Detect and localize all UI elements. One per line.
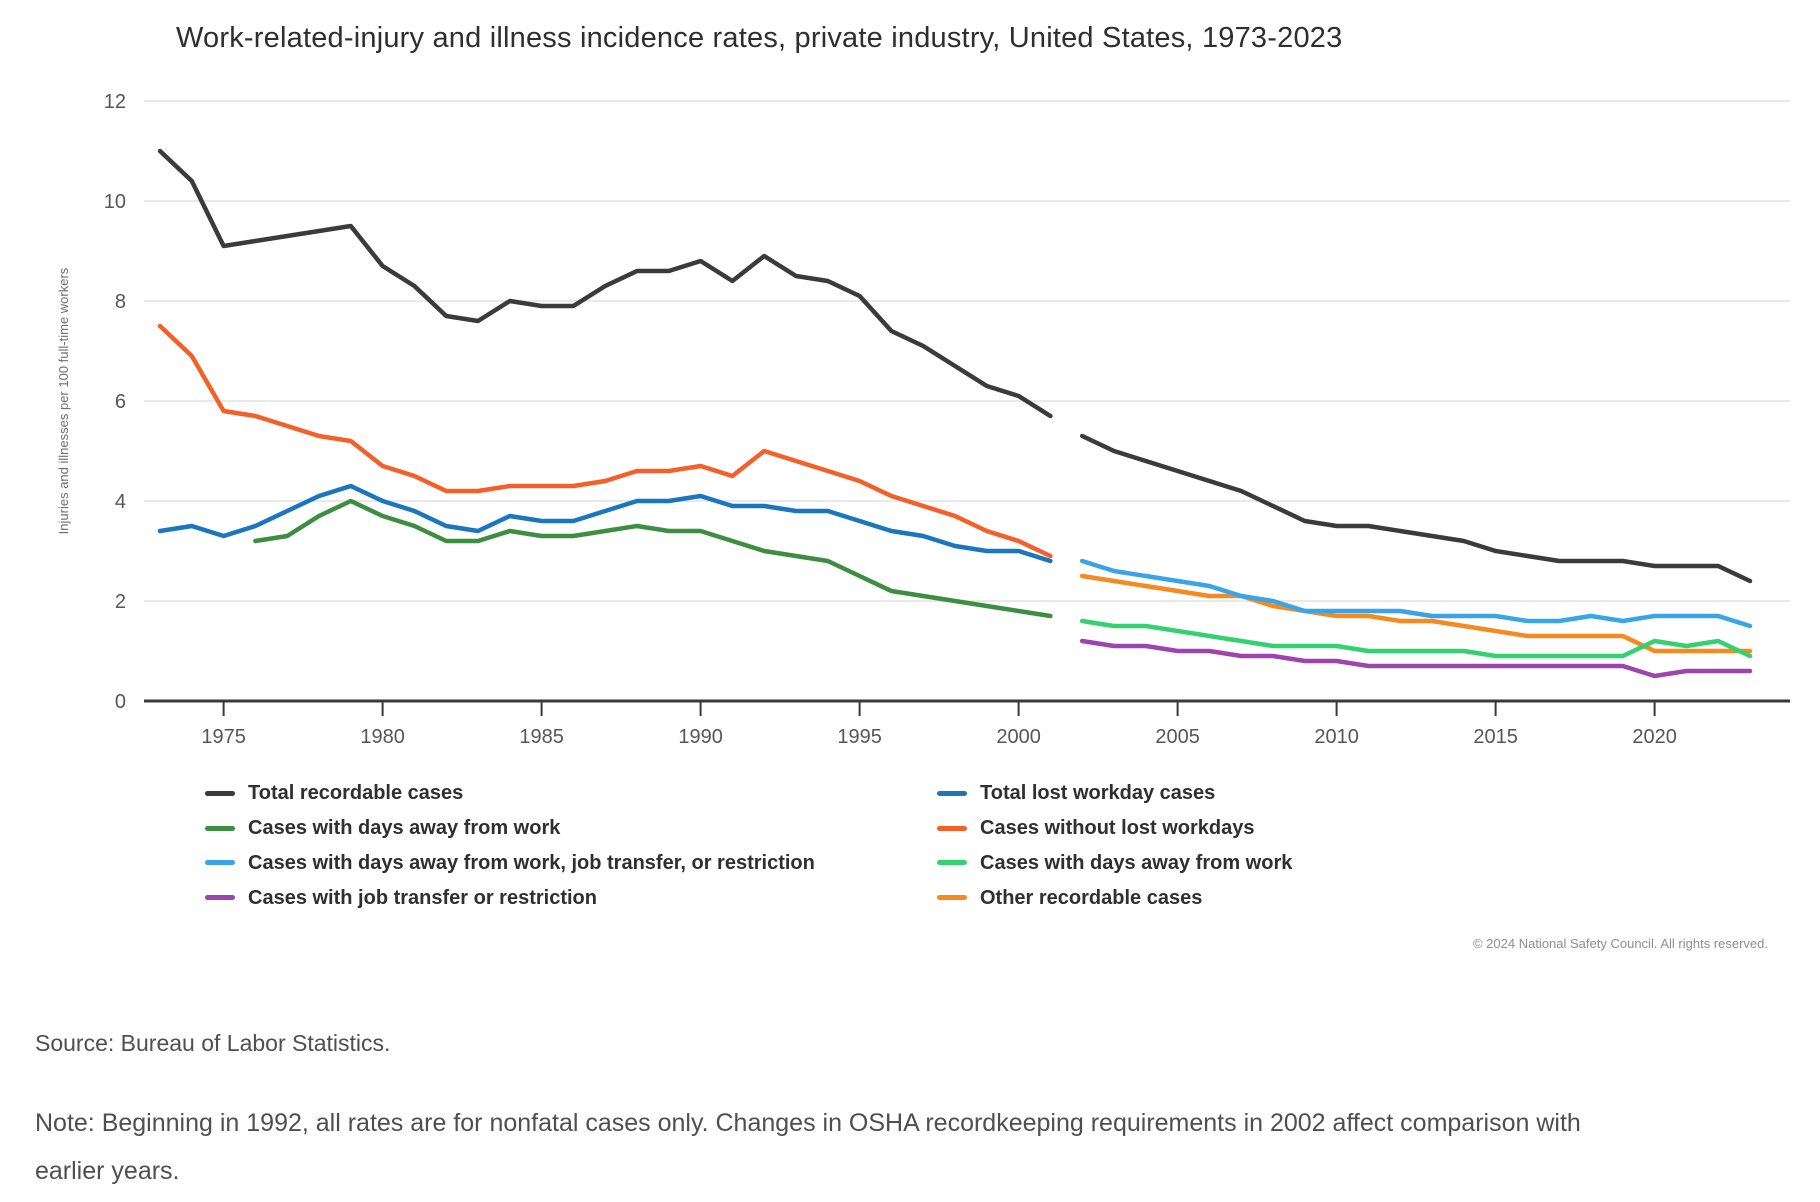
x-tick-label: 2010 xyxy=(1314,726,1359,748)
series-line-7[interactable] xyxy=(1079,558,1753,629)
y-tick-label: 8 xyxy=(115,291,126,313)
x-tick-label: 1975 xyxy=(201,726,246,748)
legend-swatch xyxy=(205,790,235,796)
legend-item[interactable]: Cases with days away from work xyxy=(205,811,937,846)
y-tick-label: 0 xyxy=(115,691,126,713)
series-line-3[interactable] xyxy=(157,323,1053,559)
y-tick-label: 12 xyxy=(104,91,126,113)
x-tick-label: 1990 xyxy=(678,726,723,748)
series-line-5[interactable] xyxy=(1079,638,1753,679)
note-text: Note: Beginning in 1992, all rates are f… xyxy=(35,1109,1581,1185)
series-line-6[interactable] xyxy=(1079,618,1753,659)
x-tick-label: 2005 xyxy=(1155,726,1200,748)
line-chart: 0 2 4 6 8 10 12 1975 1980 1985 1990 1995 2000 2005 201… xyxy=(56,91,1790,748)
legend-item[interactable]: Cases without lost workdays xyxy=(937,811,1292,846)
y-tick-label: 6 xyxy=(115,391,126,413)
legend-item[interactable]: Cases with days away from work, job tran… xyxy=(205,846,937,881)
legend-label: Cases without lost workdays xyxy=(980,817,1255,840)
x-tick-label: 2000 xyxy=(996,726,1041,748)
legend-label: Cases with days away from work, job tran… xyxy=(248,851,815,874)
x-tick-label: 1980 xyxy=(360,726,405,748)
y-tick-label: 4 xyxy=(115,491,126,513)
legend-label: Total lost workday cases xyxy=(980,782,1216,805)
series-line-1[interactable] xyxy=(157,483,1053,564)
legend-item[interactable]: Cases with job transfer or restriction xyxy=(205,880,937,915)
legend-label: Cases with days away from work xyxy=(980,851,1293,874)
x-tick-label: 2020 xyxy=(1632,726,1677,748)
series-line-0[interactable] xyxy=(157,148,1053,419)
legend-swatch xyxy=(205,895,235,901)
legend-swatch xyxy=(937,895,967,901)
x-tick-label: 1995 xyxy=(837,726,882,748)
chart-title: Work-related-injury and illness incidenc… xyxy=(176,22,1343,54)
source-text: Source: Bureau of Labor Statistics. xyxy=(35,1030,391,1056)
legend-swatch xyxy=(205,860,235,866)
x-tick-label: 2015 xyxy=(1473,726,1518,748)
y-tick-label: 2 xyxy=(115,591,126,613)
legend-swatch xyxy=(205,825,235,831)
legend-label: Cases with days away from work xyxy=(248,817,561,840)
legend-label: Total recordable cases xyxy=(248,782,464,805)
copyright-text: © 2024 National Safety Council. All righ… xyxy=(1472,936,1768,951)
legend-label: Other recordable cases xyxy=(980,886,1203,909)
legend-swatch xyxy=(937,790,967,796)
series-line-2[interactable] xyxy=(253,498,1053,619)
legend-item[interactable]: Total lost workday cases xyxy=(937,776,1292,811)
x-tick-label: 1985 xyxy=(519,726,564,748)
legend-swatch xyxy=(937,860,967,866)
y-tick-label: 10 xyxy=(104,191,126,213)
chart-legend: Total recordable cases Cases with days aw… xyxy=(205,776,1292,915)
series-line-4[interactable] xyxy=(1079,573,1753,654)
series-line-0[interactable] xyxy=(1079,433,1753,584)
legend-label: Cases with job transfer or restriction xyxy=(248,886,597,909)
legend-item[interactable]: Total recordable cases xyxy=(205,776,937,811)
legend-item[interactable]: Other recordable cases xyxy=(937,880,1292,915)
legend-item[interactable]: Cases with days away from work xyxy=(937,846,1292,881)
y-axis-title: Injuries and illnesses per 100 full-time… xyxy=(56,267,71,534)
legend-swatch xyxy=(937,825,967,831)
